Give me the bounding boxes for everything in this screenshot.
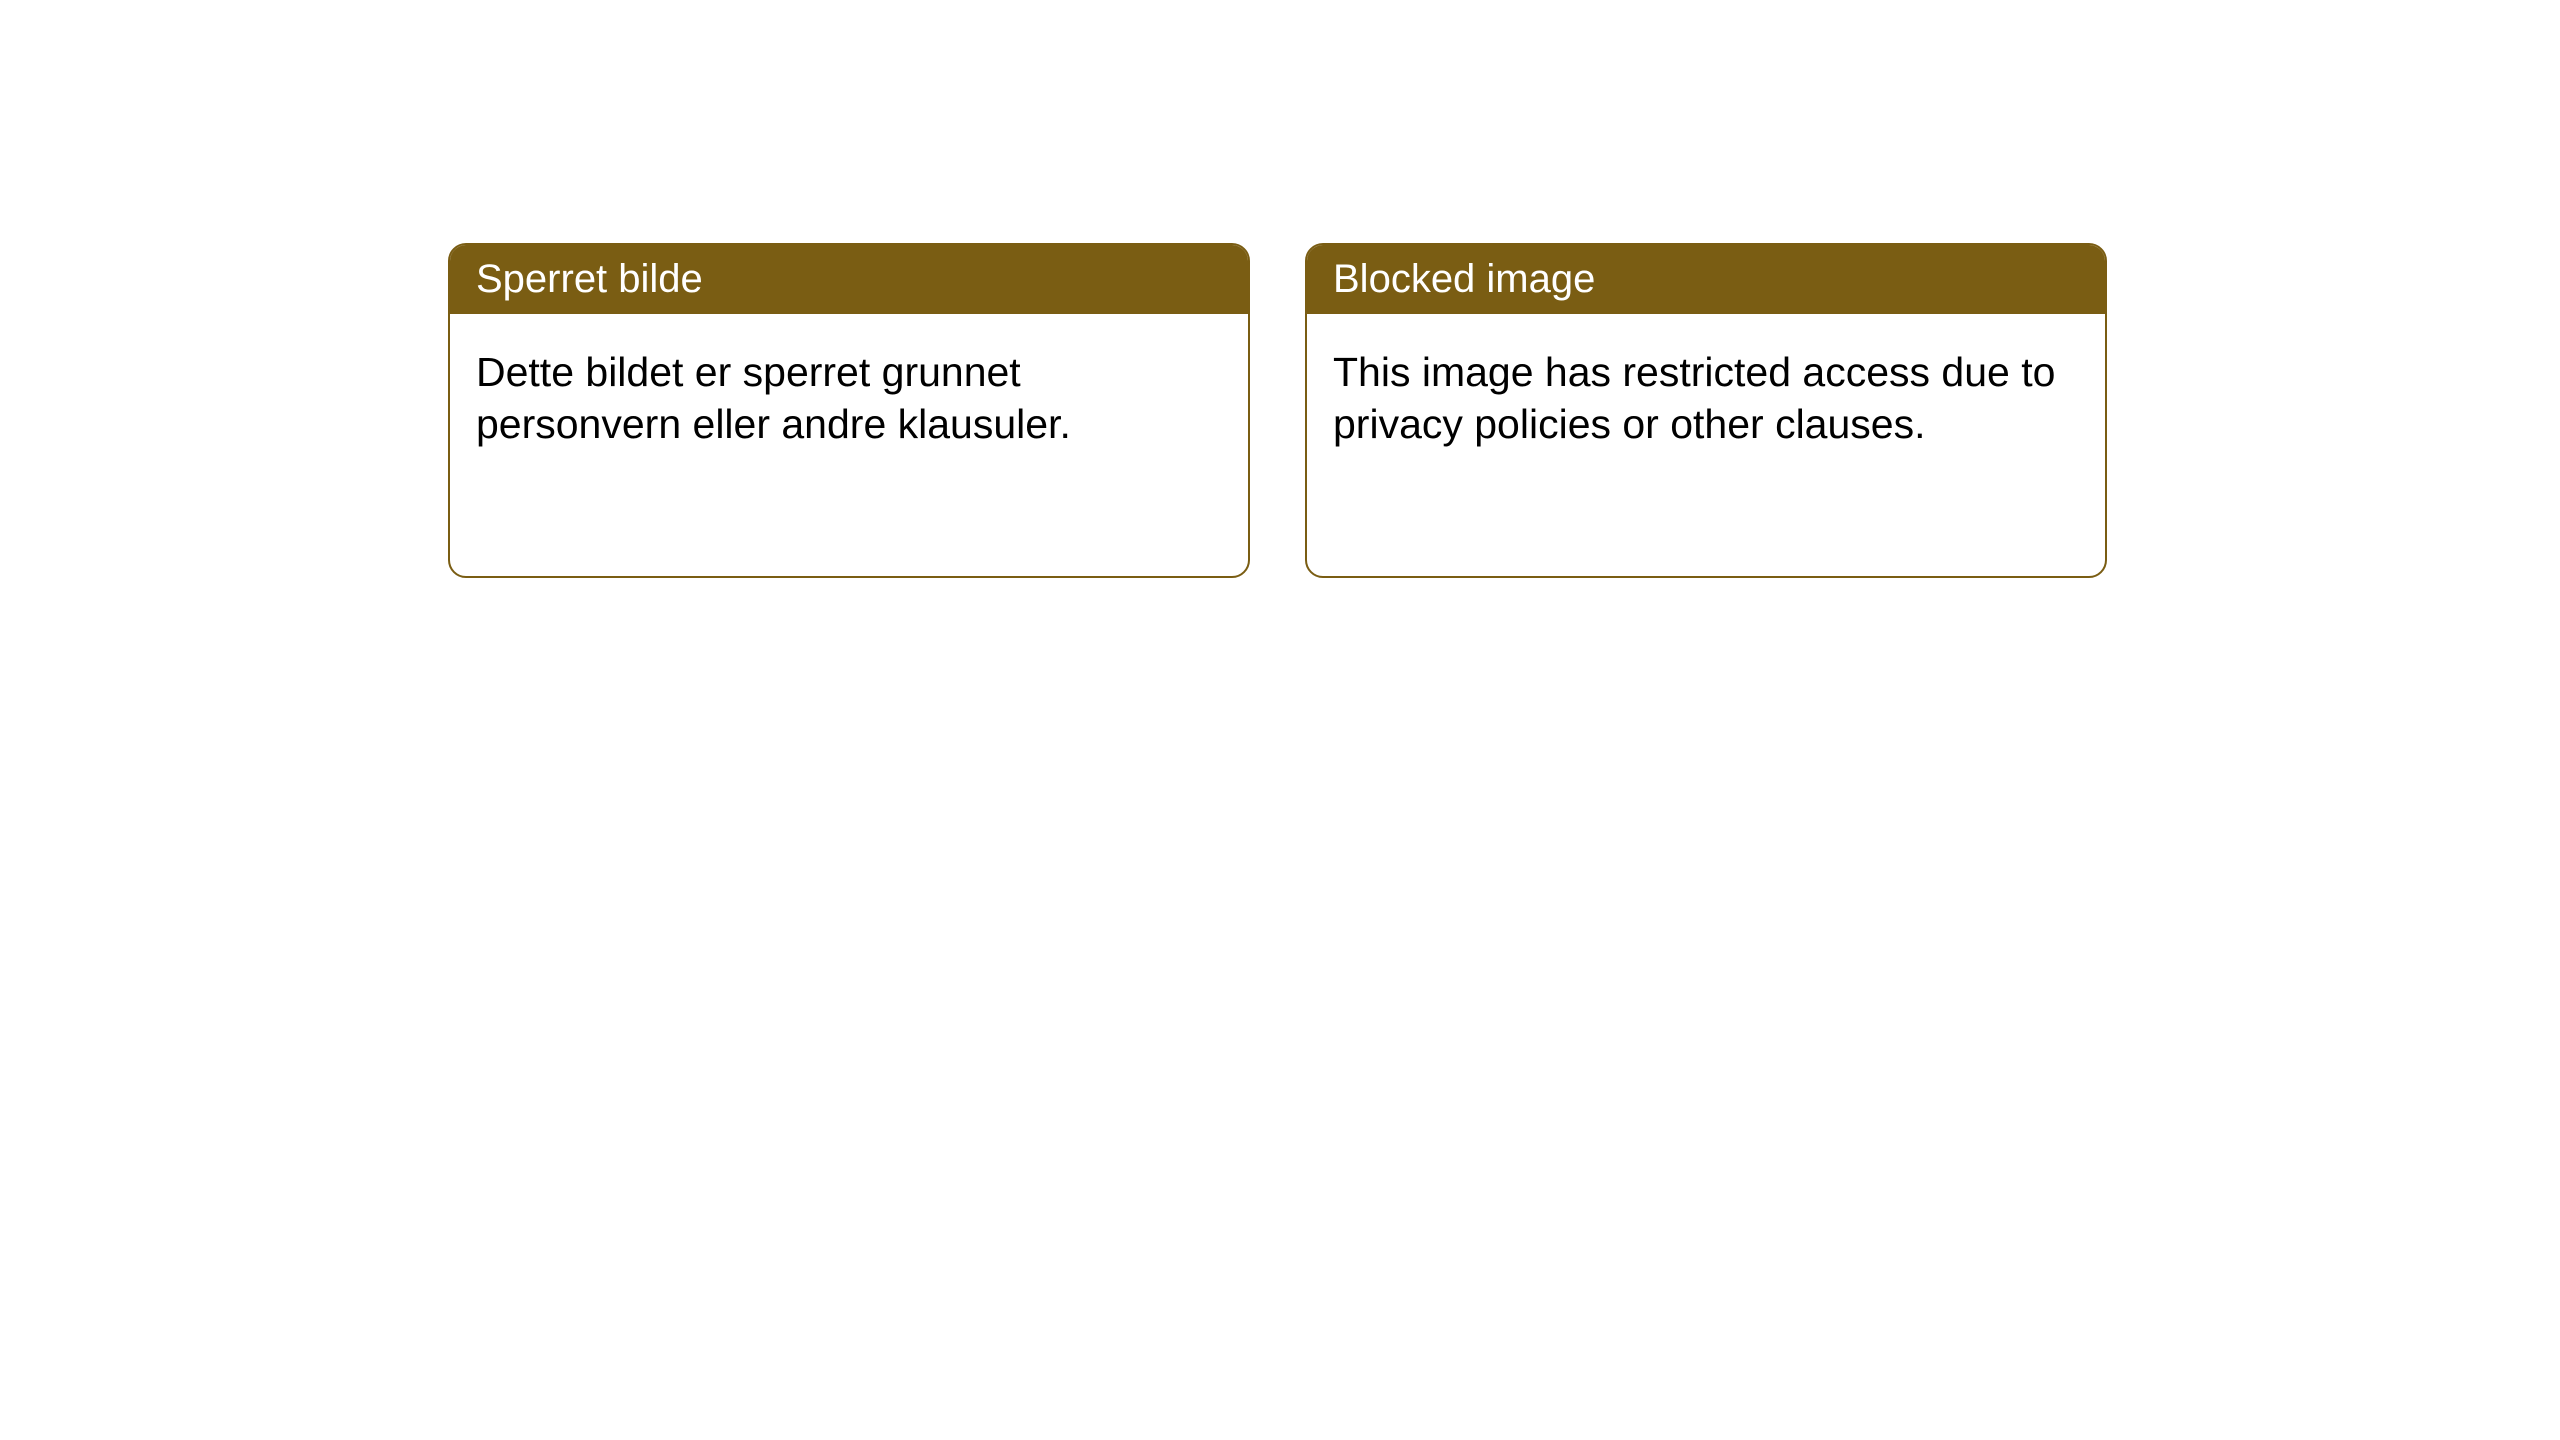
notice-card-english: Blocked image This image has restricted … <box>1305 243 2107 578</box>
notice-container: Sperret bilde Dette bildet er sperret gr… <box>448 243 2107 578</box>
notice-body-text: This image has restricted access due to … <box>1333 349 2055 447</box>
notice-body-text: Dette bildet er sperret grunnet personve… <box>476 349 1071 447</box>
notice-body: This image has restricted access due to … <box>1307 314 2105 482</box>
notice-body: Dette bildet er sperret grunnet personve… <box>450 314 1248 482</box>
notice-header: Sperret bilde <box>450 245 1248 314</box>
notice-header-text: Blocked image <box>1333 257 1595 301</box>
notice-header: Blocked image <box>1307 245 2105 314</box>
notice-header-text: Sperret bilde <box>476 257 703 301</box>
notice-card-norwegian: Sperret bilde Dette bildet er sperret gr… <box>448 243 1250 578</box>
